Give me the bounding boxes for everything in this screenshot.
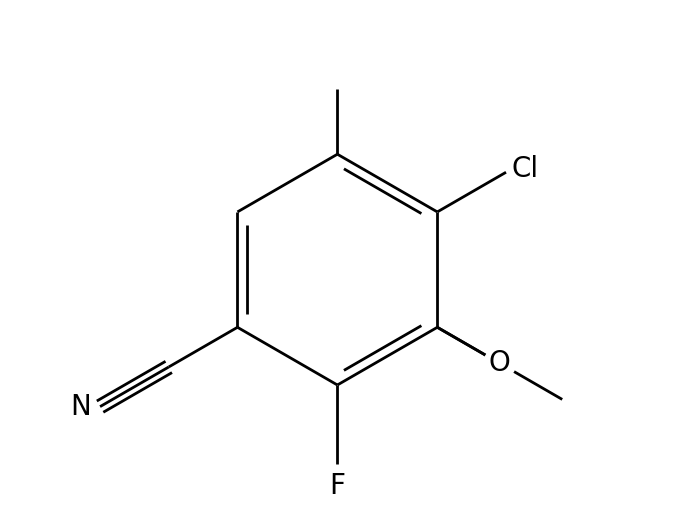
Circle shape xyxy=(484,347,516,379)
Text: F: F xyxy=(329,471,345,500)
Text: Cl: Cl xyxy=(512,155,539,184)
Text: O: O xyxy=(489,350,511,377)
Text: N: N xyxy=(71,393,91,421)
